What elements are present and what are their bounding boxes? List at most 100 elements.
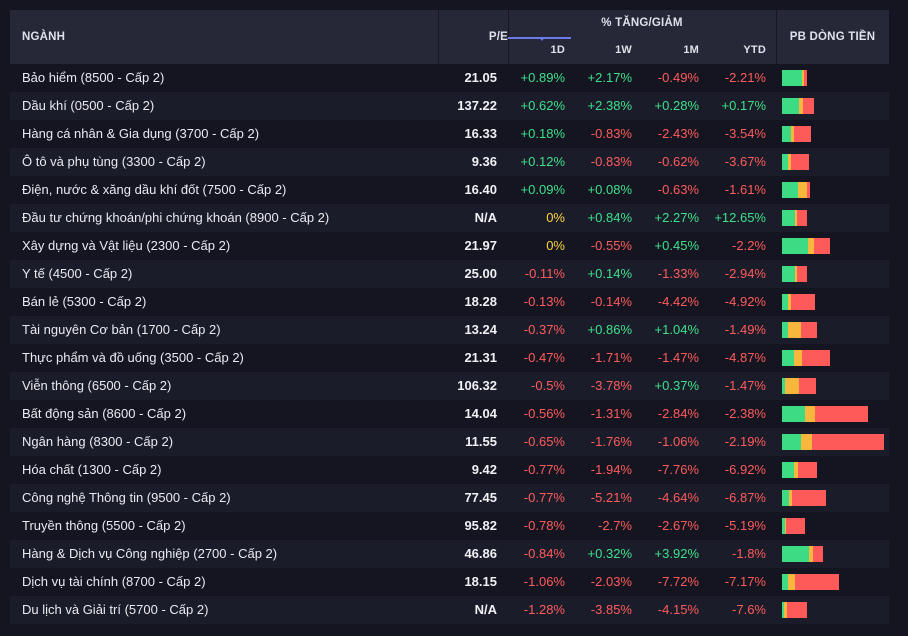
header-divider [776,10,777,64]
header-1w[interactable]: 1W [615,44,632,56]
sector-name[interactable]: Dịch vụ tài chính (8700 - Cấp 2) [22,574,206,589]
flow-neutral-segment [801,434,812,450]
change-1m: +3.92% [654,546,699,561]
change-ytd: -5.19% [724,518,766,533]
money-flow-bar[interactable] [782,182,810,198]
sector-name[interactable]: Hàng cá nhân & Gia dụng (3700 - Cấp 2) [22,126,260,141]
money-flow-bar[interactable] [782,154,809,170]
money-flow-bar[interactable] [782,602,808,618]
change-1w: -0.14% [590,294,632,309]
pe-value: 18.15 [464,574,497,589]
sector-name[interactable]: Bảo hiểm (8500 - Cấp 2) [22,70,165,85]
table-row[interactable]: Viễn thông (6500 - Cấp 2) 106.32 -0.5% -3.7… [10,372,889,400]
table-row[interactable]: Đầu tư chứng khoán/phi chứng khoán (8900… [10,204,889,232]
change-ytd: -4.87% [724,350,766,365]
money-flow-bar[interactable] [782,434,884,450]
header-sector[interactable]: NGÀNH [22,31,66,43]
sector-name[interactable]: Ngân hàng (8300 - Cấp 2) [22,434,174,449]
money-flow-bar[interactable] [782,518,806,534]
header-1d[interactable]: 1D [550,44,565,56]
sector-name[interactable]: Hóa chất (1300 - Cấp 2) [22,462,162,477]
sector-name[interactable]: Bán lẻ (5300 - Cấp 2) [22,294,147,309]
header-ytd[interactable]: YTD [743,44,766,56]
sector-name[interactable]: Điện, nước & xăng dầu khí đốt (7500 - Cấ… [22,182,287,197]
table-row[interactable]: Hàng & Dịch vụ Công nghiệp (2700 - Cấp 2… [10,540,889,568]
table-row[interactable]: Điện, nước & xăng dầu khí đốt (7500 - Cấ… [10,176,889,204]
change-1m: -1.33% [657,266,699,281]
header-1m[interactable]: 1M [683,44,699,56]
money-flow-bar[interactable] [782,70,808,86]
change-ytd: -2.94% [724,266,766,281]
flow-buy-segment [782,518,786,534]
table-row[interactable]: Xây dựng và Vật liệu (2300 - Cấp 2) 21.97… [10,232,889,260]
pe-value: 18.28 [464,294,497,309]
sector-name[interactable]: Viễn thông (6500 - Cấp 2) [22,378,172,393]
money-flow-bar[interactable] [782,266,808,282]
change-1w: +0.08% [587,182,632,197]
sector-name[interactable]: Thực phẩm và đồ uống (3500 - Cấp 2) [22,350,244,365]
table-row[interactable]: Dịch vụ tài chính (8700 - Cấp 2) 18.15 -1.… [10,568,889,596]
sector-name[interactable]: Tài nguyên Cơ bản (1700 - Cấp 2) [22,322,221,337]
table-row[interactable]: Dầu khí (0500 - Cấp 2) 137.22 +0.62% +2.38%… [10,92,889,120]
table-row[interactable]: Y tế (4500 - Cấp 2) 25.00 -0.11% +0.14% -1.3… [10,260,889,288]
flow-sell-segment [811,434,884,450]
table-row[interactable]: Thực phẩm và đồ uống (3500 - Cấp 2) 21.31… [10,344,889,372]
table-row[interactable]: Bảo hiểm (8500 - Cấp 2) 21.05 +0.89% +2.17%… [10,64,889,92]
flow-sell-segment [797,462,817,478]
change-ytd: -6.92% [724,462,766,477]
sector-name[interactable]: Xây dựng và Vật liệu (2300 - Cấp 2) [22,238,231,253]
header-money-flow[interactable]: PB DÒNG TIỀN [789,31,876,43]
money-flow-bar[interactable] [782,238,830,254]
sector-name[interactable]: Ô tô và phụ tùng (3300 - Cấp 2) [22,154,206,169]
table-row[interactable]: Hóa chất (1300 - Cấp 2) 9.42 -0.77% -1.94% -… [10,456,889,484]
flow-neutral-segment [784,602,788,618]
table-row[interactable]: Tài nguyên Cơ bản (1700 - Cấp 2) 13.24 -0.… [10,316,889,344]
money-flow-bar[interactable] [782,378,816,394]
sector-name[interactable]: Bất động sản (8600 - Cấp 2) [22,406,187,421]
money-flow-bar[interactable] [782,574,840,590]
table-row[interactable]: Truyền thông (5500 - Cấp 2) 95.82 -0.78% -2… [10,512,889,540]
flow-neutral-segment [797,182,807,198]
flow-buy-segment [782,126,792,142]
flow-sell-segment [802,98,814,114]
money-flow-bar[interactable] [782,322,817,338]
sector-name[interactable]: Y tế (4500 - Cấp 2) [22,266,133,281]
sector-name[interactable]: Công nghệ Thông tin (9500 - Cấp 2) [22,490,231,505]
money-flow-bar[interactable] [782,126,811,142]
flow-neutral-segment [785,378,799,394]
table-row[interactable]: Ngân hàng (8300 - Cấp 2) 11.55 -0.65% -1.76… [10,428,889,456]
change-1w: +0.84% [587,210,632,225]
table-row[interactable]: Hàng cá nhân & Gia dụng (3700 - Cấp 2) 16… [10,120,889,148]
flow-neutral-segment [801,70,804,86]
table-row[interactable]: Du lịch và Giải trí (5700 - Cấp 2) N/A -1.… [10,596,889,624]
pe-value: 106.32 [457,378,497,393]
flow-sell-segment [815,406,868,422]
table-row[interactable]: Ô tô và phụ tùng (3300 - Cấp 2) 9.36 +0.12… [10,148,889,176]
money-flow-bar[interactable] [782,210,808,226]
flow-neutral-segment [809,546,813,562]
money-flow-bar[interactable] [782,350,830,366]
sector-name[interactable]: Dầu khí (0500 - Cấp 2) [22,98,155,113]
change-1w: -0.83% [590,154,632,169]
change-1d: 0% [546,210,565,225]
change-ytd: +12.65% [714,210,766,225]
money-flow-bar[interactable] [782,406,868,422]
flow-sell-segment [806,182,810,198]
sector-name[interactable]: Hàng & Dịch vụ Công nghiệp (2700 - Cấp 2… [22,546,278,561]
header-divider [438,10,439,64]
change-1m: +0.45% [654,238,699,253]
header-pe[interactable]: P/E [488,31,508,43]
table-row[interactable]: Bất động sản (8600 - Cấp 2) 14.04 -0.56% -1… [10,400,889,428]
money-flow-bar[interactable] [782,294,815,310]
sector-name[interactable]: Đầu tư chứng khoán/phi chứng khoán (8900… [22,210,330,225]
table-body: Bảo hiểm (8500 - Cấp 2) 21.05 +0.89% +2.17%… [10,64,889,624]
money-flow-bar[interactable] [782,98,814,114]
table-row[interactable]: Bán lẻ (5300 - Cấp 2) 18.28 -0.13% -0.14% -4… [10,288,889,316]
sector-name[interactable]: Du lịch và Giải trí (5700 - Cấp 2) [22,602,209,617]
table-row[interactable]: Công nghệ Thông tin (9500 - Cấp 2) 77.45 -… [10,484,889,512]
flow-neutral-segment [794,462,798,478]
money-flow-bar[interactable] [782,546,823,562]
money-flow-bar[interactable] [782,462,817,478]
money-flow-bar[interactable] [782,490,826,506]
sector-name[interactable]: Truyền thông (5500 - Cấp 2) [22,518,186,533]
